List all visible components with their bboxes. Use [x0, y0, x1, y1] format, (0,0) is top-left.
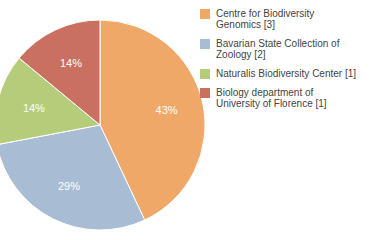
html-text:University of Florence [1]: University of Florence [1] — [216, 98, 327, 109]
html-text:Biology department of: Biology department of — [216, 87, 314, 98]
html-text:Zoology [2]: Zoology [2] — [216, 49, 266, 60]
svg-text:14%: 14% — [60, 57, 82, 69]
svg-text:14%: 14% — [23, 102, 45, 114]
svg-text:43%: 43% — [156, 104, 178, 116]
html-text:Naturalis Biodiversity Center: Naturalis Biodiversity Center [1] — [216, 68, 357, 79]
html-text:Genomics [3]: Genomics [3] — [216, 19, 275, 30]
html-text:Centre for Biodiversity: Centre for Biodiversity — [216, 8, 315, 19]
html-text:Bavarian State Collection of: Bavarian State Collection of — [216, 38, 340, 49]
svg-text:29%: 29% — [58, 180, 80, 192]
